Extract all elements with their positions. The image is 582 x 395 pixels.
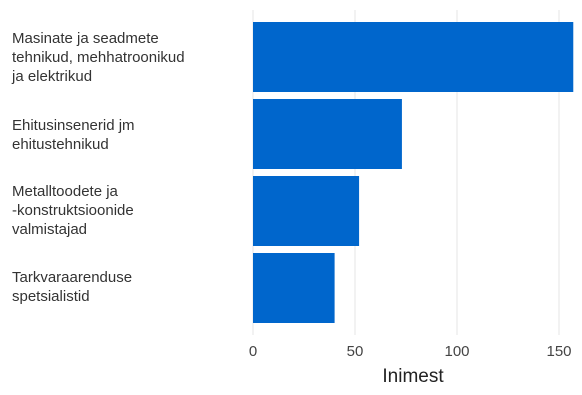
bar <box>253 253 335 323</box>
category-label: Masinate ja seadmete tehnikud, mehhatroo… <box>12 29 242 86</box>
category-label: Ehitusinsenerid jm ehitustehnikud <box>12 116 242 154</box>
bar <box>253 22 574 92</box>
category-label-line: tehnikud, mehhatroonikud <box>12 49 185 66</box>
x-tick-label: 100 <box>444 343 470 360</box>
category-label-line: ehitustehnikud <box>12 136 109 153</box>
x-axis-title: Inimest <box>382 366 444 387</box>
category-label-line: Tarkvaraarenduse <box>12 269 133 286</box>
x-tick-label: 0 <box>248 343 258 360</box>
category-label-line: Metalltoodete ja <box>12 183 118 200</box>
category-label-line: Masinate ja seadmete <box>12 30 159 47</box>
x-tick-label: 150 <box>546 343 572 360</box>
x-tick-label: 50 <box>346 343 364 360</box>
category-label-line: valmistajad <box>12 221 88 238</box>
category-label-line: ja elektrikud <box>12 68 93 85</box>
bar <box>253 99 402 169</box>
bar <box>253 176 360 246</box>
category-label: Tarkvaraarenduse spetsialistid <box>12 268 242 306</box>
category-label-line: spetsialistid <box>12 288 90 305</box>
category-label: Metalltoodete ja -konstruktsioonide valm… <box>12 182 242 239</box>
category-label-line: Ehitusinsenerid jm <box>12 117 135 134</box>
category-label-line: -konstruktsioonide <box>12 202 134 219</box>
